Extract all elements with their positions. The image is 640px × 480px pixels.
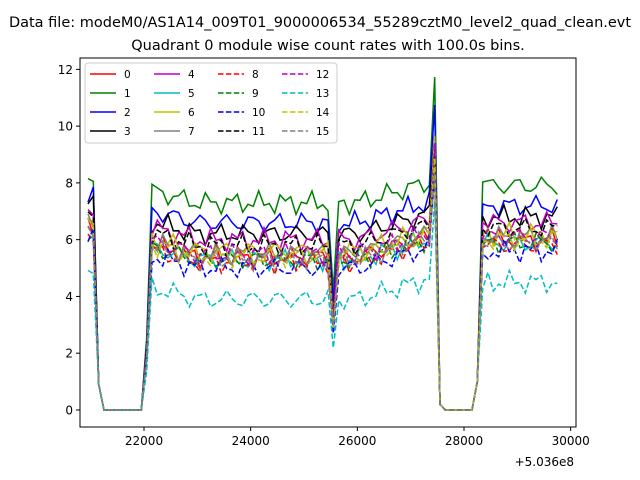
legend-label: 0 — [124, 69, 131, 81]
legend-label: 3 — [124, 126, 131, 138]
legend-label: 5 — [188, 88, 195, 100]
y-tick-label: 12 — [58, 63, 73, 77]
x-tick-label: 28000 — [445, 434, 483, 448]
legend-label: 1 — [124, 88, 131, 100]
legend-label: 4 — [188, 69, 195, 81]
chart-title: Quadrant 0 module wise count rates with … — [131, 38, 525, 54]
series-layer — [87, 76, 559, 411]
y-tick-label: 6 — [65, 233, 73, 247]
legend-label: 14 — [316, 107, 330, 119]
x-tick-label: 30000 — [552, 434, 590, 448]
x-tick-label: 24000 — [232, 434, 270, 448]
legend-frame — [84, 62, 338, 144]
legend-label: 8 — [252, 69, 259, 81]
y-axis: 0 2 4 6 8 10 12 — [58, 63, 80, 417]
plot-frame — [79, 57, 577, 428]
x-offset-label: +5.036e8 — [515, 455, 574, 469]
series-line-13 — [87, 200, 558, 411]
legend-label: 15 — [316, 126, 329, 138]
legend-label: 13 — [316, 88, 329, 100]
y-tick-label: 8 — [65, 176, 73, 190]
series-line-10 — [87, 177, 559, 411]
x-axis: 22000 24000 26000 28000 30000 — [125, 427, 590, 448]
legend-label: 7 — [188, 126, 195, 138]
legend-label: 2 — [124, 107, 131, 119]
y-tick-label: 10 — [58, 120, 73, 134]
y-tick-label: 0 — [65, 403, 73, 417]
x-tick-label: 22000 — [125, 434, 163, 448]
figure-suptitle: Data file: modeM0/AS1A14_009T01_90000065… — [9, 15, 631, 31]
series-line-15 — [87, 171, 558, 411]
legend-label: 11 — [252, 126, 265, 138]
legend-label: 6 — [188, 107, 195, 119]
x-tick-label: 26000 — [338, 434, 376, 448]
y-tick-label: 4 — [65, 290, 73, 304]
y-tick-label: 2 — [65, 347, 73, 361]
legend-label: 10 — [252, 107, 265, 119]
legend-label: 9 — [252, 88, 259, 100]
legend-label: 12 — [316, 69, 329, 81]
